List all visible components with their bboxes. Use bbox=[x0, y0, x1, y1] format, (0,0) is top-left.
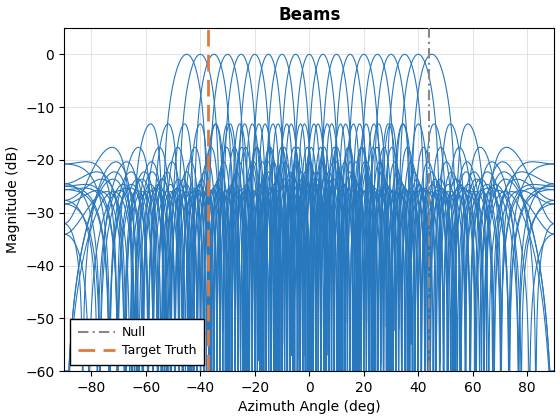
Target Truth bbox=[205, 52, 212, 57]
X-axis label: Azimuth Angle (deg): Azimuth Angle (deg) bbox=[238, 400, 381, 415]
Legend: Null, Target Truth: Null, Target Truth bbox=[71, 319, 204, 365]
Title: Beams: Beams bbox=[278, 5, 340, 24]
Null bbox=[426, 52, 432, 57]
Y-axis label: Magnitude (dB): Magnitude (dB) bbox=[6, 146, 20, 253]
Target Truth bbox=[205, 47, 212, 52]
Null bbox=[426, 47, 432, 52]
